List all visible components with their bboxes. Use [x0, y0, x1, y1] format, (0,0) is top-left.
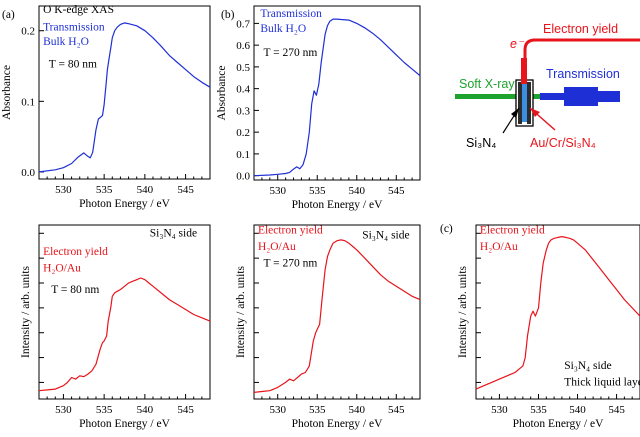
panel-b-bottom-chart: 530 535 540 545 Photon Energy / eV Intensity …	[235, 224, 421, 430]
y-tick-label: 0.2	[21, 26, 35, 38]
au-arrowhead-icon	[530, 108, 540, 117]
panel-label: (c)	[440, 223, 453, 235]
chart-annotation: T = 80 nm	[51, 284, 99, 296]
x-tick-label: 535	[96, 184, 113, 196]
y-axis-label: Absorbance	[216, 66, 228, 121]
chart-annotation: T = 80 nm	[49, 58, 97, 70]
chart-annotation: Si₃N₄ side	[564, 360, 611, 372]
chart-annotation: H₂O/Au	[480, 241, 518, 253]
si3n4-label: Si₃N₄	[466, 136, 496, 150]
si3n4-arrowhead-icon	[511, 108, 519, 118]
chart-annotation: Transmission	[43, 22, 105, 34]
transmission-label: Transmission	[546, 67, 620, 81]
chart-annotation: Electron yield	[258, 224, 323, 236]
x-tick-label: 545	[608, 404, 625, 416]
x-tick-label: 535	[309, 185, 326, 197]
chart-annotation: Transmission	[260, 8, 322, 20]
x-tick-label: 530	[55, 184, 72, 196]
x-tick-label: 535	[530, 404, 547, 416]
x-axis-label: Photon Energy / eV	[79, 198, 171, 210]
chart-annotation: Electron yield	[480, 224, 545, 236]
chart-annotation: H₂O/Au	[43, 262, 81, 274]
x-tick-label: 535	[96, 404, 113, 416]
au-cr-si3n4-label: Au/Cr/Si₃N₄	[530, 136, 596, 150]
y-tick-label: 0.4	[236, 84, 250, 96]
chart-annotation: Bulk H₂O	[43, 36, 89, 48]
x-tick-label: 535	[309, 404, 326, 416]
y-tick-label: 0.2	[236, 127, 250, 139]
x-axis-label: Photon Energy / eV	[79, 418, 171, 430]
cell-frame-right	[527, 82, 531, 124]
electron-yield-label: Electron yield	[543, 22, 618, 36]
y-axis-label: Intensity / arb. units	[235, 265, 247, 358]
y-tick-label: 0.6	[236, 40, 250, 52]
y-axis-label: Intensity / arb. units	[457, 265, 469, 358]
chart-annotation: H₂O/Au	[258, 241, 296, 253]
transmission-detector-body	[564, 87, 598, 106]
transmission-detector-mount	[540, 93, 564, 100]
x-tick-label: 545	[388, 185, 405, 197]
panel-b-top-chart: 530 535 540 545 0.0 0.1 0.2 0.3 0.4 0.5 0.6 0.7 Phot…	[216, 5, 421, 211]
x-tick-label: 540	[349, 404, 366, 416]
x-tick-label: 545	[177, 404, 194, 416]
y-tick-label: 0.7	[236, 18, 250, 30]
chart-annotation: Bulk H₂O	[260, 23, 306, 35]
x-tick-label: 540	[349, 185, 366, 197]
chart-annotation: Electron yield	[43, 246, 108, 258]
plot-frame	[475, 224, 640, 400]
cell-frame-left	[518, 82, 522, 124]
electron-yield-wire	[523, 38, 640, 90]
series-line	[475, 236, 640, 390]
au-electrode	[521, 58, 527, 84]
soft-xray-label: Soft X-ray	[459, 77, 515, 91]
x-tick-label: 540	[137, 404, 154, 416]
plot-frame	[253, 224, 421, 400]
x-axis-label: Photon Energy / eV	[513, 418, 605, 430]
panel-a-top-chart: 530 535 540 545 0.0 0.1 0.2 Photon Energy / eV A…	[1, 4, 211, 210]
x-tick-label: 530	[491, 404, 508, 416]
water-layer	[522, 84, 527, 122]
x-tick-label: 530	[269, 404, 286, 416]
panel-a-bottom-chart: 530 535 540 545 Photon Energy / eV Intensity …	[20, 224, 211, 430]
y-tick-label: 0.0	[236, 171, 250, 183]
chart-annotation: Si₃N₄ side	[150, 228, 197, 240]
plot-frame	[38, 224, 211, 400]
x-axis-label: Photon Energy / eV	[292, 418, 384, 430]
x-tick-label: 540	[569, 404, 586, 416]
y-axis-label: Intensity / arb. units	[20, 265, 32, 358]
soft-xray-beam	[455, 94, 570, 99]
x-tick-label: 540	[137, 184, 154, 196]
series-line	[38, 22, 211, 173]
y-axis-label: Absorbance	[1, 65, 13, 120]
panel-label: (b)	[221, 9, 235, 21]
chart-annotation: Thick liquid layer	[564, 377, 640, 389]
series-line	[253, 239, 421, 393]
chart-annotation: T = 270 nm	[263, 47, 317, 59]
x-tick-label: 545	[388, 404, 405, 416]
y-tick-label: 0.3	[236, 105, 250, 117]
series-line	[253, 18, 421, 177]
x-tick-label: 530	[55, 404, 72, 416]
x-tick-label: 530	[269, 185, 286, 197]
chart-annotation: Si₃N₄ side	[362, 229, 409, 241]
y-tick-label: 0.1	[236, 149, 250, 161]
y-tick-label: 0.0	[21, 167, 35, 179]
series-line	[38, 277, 211, 392]
y-tick-label: 0.1	[21, 96, 35, 108]
chart-annotation: T = 270 nm	[263, 257, 317, 269]
panel-label: (a)	[2, 9, 15, 21]
transmission-detector-tip	[598, 91, 620, 102]
y-tick-label: 0.5	[236, 62, 250, 74]
chart-annotation: O K-edge XAS	[43, 4, 114, 16]
x-axis-label: Photon Energy / eV	[292, 199, 384, 211]
plot-frame	[253, 5, 421, 181]
plot-frame	[38, 5, 211, 180]
setup-schematic: e⁻ Electron yield Soft X-ray Transmissio…	[455, 22, 640, 150]
x-tick-label: 545	[177, 184, 194, 196]
electron-symbol: e⁻	[510, 37, 525, 51]
